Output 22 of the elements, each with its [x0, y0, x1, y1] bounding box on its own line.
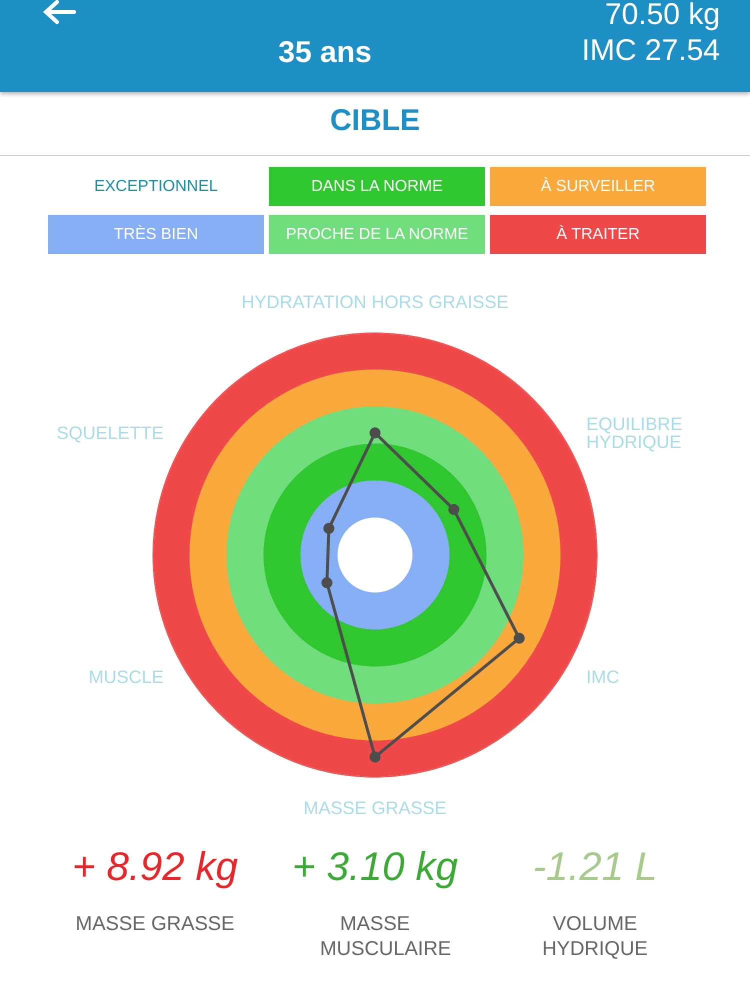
text: DANS LA NORME: [311, 178, 443, 195]
spoke-label: HYDRATATION HORS GRAISSE: [241, 292, 509, 312]
text: VOLUME HYDRIQUE: [541, 912, 649, 962]
text: EXCEPTIONNEL: [94, 178, 218, 195]
text: À TRAITER: [556, 226, 640, 243]
text: TRÈS BIEN: [114, 226, 198, 243]
text: À SURVEILLER: [540, 178, 656, 195]
text: 70.50 kg: [604, 0, 720, 32]
text: MASSE GRASSE: [74, 912, 236, 937]
text: MASSE MUSCULAIRE: [320, 912, 452, 962]
text: PROCHE DE LA NORME: [286, 226, 468, 243]
spoke-label: EQUILIBRE HYDRIQUE: [586, 414, 682, 452]
text: + 3.10 kg: [291, 845, 459, 890]
spoke-label: MASSE GRASSE: [303, 798, 447, 818]
spoke-label: MUSCLE: [88, 667, 164, 687]
text: -1.21 L: [532, 845, 658, 890]
text: IMC 27.54: [582, 34, 720, 68]
text: 35 ans: [277, 36, 373, 70]
spoke-label: IMC: [586, 667, 620, 687]
text: + 8.92 kg: [71, 845, 239, 890]
spoke-label: SQUELETTE: [56, 423, 164, 443]
chart-title: CIBLE: [329, 104, 421, 138]
